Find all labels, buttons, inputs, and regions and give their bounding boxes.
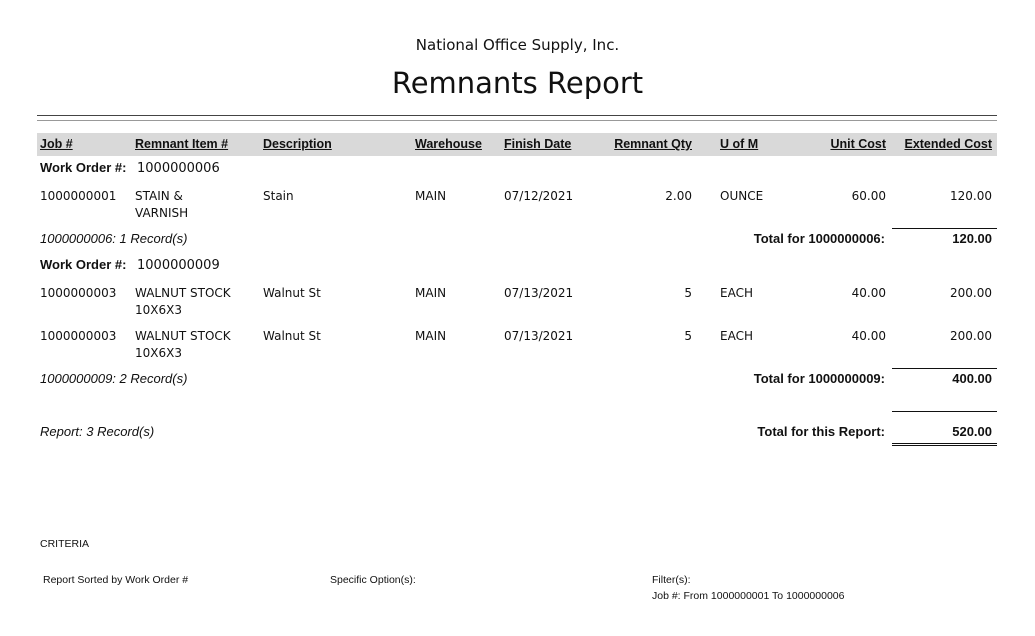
group-total-label: Total for 1000000006:	[753, 231, 885, 246]
work-order-number: 1000000006	[137, 161, 220, 176]
remnant-item-line-1: WALNUT STOCK	[135, 286, 231, 300]
table-cell-extended-cost: 120.00	[950, 189, 992, 203]
table-cell-description: Walnut St	[263, 329, 321, 343]
group-record-count: 1000000006: 1 Record(s)	[40, 231, 188, 246]
table-cell-unit-cost: 60.00	[851, 189, 886, 203]
table-cell-remnant-qty: 2.00	[665, 189, 692, 203]
remnant-item-line-1: STAIN &	[135, 189, 183, 203]
table-cell-finish-date: 07/12/2021	[504, 189, 574, 203]
table-cell-job: 1000000003	[40, 329, 117, 343]
work-order-label: Work Order #:	[40, 257, 127, 272]
column-header-item: Remnant Item #	[135, 137, 229, 151]
group-total-value: 400.00	[952, 371, 992, 386]
table-cell-extended-cost: 200.00	[950, 286, 992, 300]
table-cell-uom: OUNCE	[720, 189, 764, 203]
table-cell-job: 1000000001	[40, 189, 117, 203]
table-cell-remnant-qty: 5	[684, 286, 692, 300]
report-total-label: Total for this Report:	[757, 424, 885, 439]
table-cell-warehouse: MAIN	[415, 189, 447, 203]
report-total-value: 520.00	[952, 424, 992, 439]
remnant-item-line-2: VARNISH	[135, 206, 189, 220]
table-cell-unit-cost: 40.00	[851, 286, 886, 300]
column-header-job: Job #	[40, 137, 73, 151]
subtotal-line	[892, 368, 997, 369]
remnant-item-line-2: 10X6X3	[135, 346, 182, 360]
table-cell-warehouse: MAIN	[415, 286, 447, 300]
column-header-finish-date: Finish Date	[504, 137, 572, 151]
column-header-uom: U of M	[720, 137, 759, 151]
column-header-remnant-qty: Remnant Qty	[614, 137, 692, 151]
criteria-heading: CRITERIA	[40, 538, 90, 550]
report-total-double-line	[892, 445, 997, 446]
group-total-value: 120.00	[952, 231, 992, 246]
table-cell-description: Walnut St	[263, 286, 321, 300]
criteria-filter-value: Job #: From 1000000001 To 1000000006	[652, 590, 845, 602]
group-record-count: 1000000009: 2 Record(s)	[40, 371, 188, 386]
title-rule-2	[37, 120, 997, 121]
title-rule	[37, 115, 997, 116]
table-cell-description: Stain	[263, 189, 294, 203]
table-cell-uom: EACH	[720, 329, 753, 343]
column-header-extended-cost: Extended Cost	[904, 137, 992, 151]
criteria-sorted: Report Sorted by Work Order #	[43, 574, 189, 586]
report-title: Remnants Report	[391, 66, 644, 100]
criteria-options: Specific Option(s):	[330, 574, 416, 586]
work-order-label: Work Order #:	[40, 160, 127, 175]
column-header-unit-cost: Unit Cost	[830, 137, 886, 151]
table-cell-finish-date: 07/13/2021	[504, 286, 574, 300]
company-name: National Office Supply, Inc.	[415, 36, 620, 54]
criteria-filters: Filter(s):	[652, 574, 691, 586]
table-cell-remnant-qty: 5	[684, 329, 692, 343]
report-total-line	[892, 411, 997, 412]
column-header-warehouse: Warehouse	[415, 137, 482, 151]
table-cell-unit-cost: 40.00	[851, 329, 886, 343]
column-header-description: Description	[263, 137, 332, 151]
table-cell-extended-cost: 200.00	[950, 329, 992, 343]
column-header-band	[37, 133, 997, 156]
table-cell-job: 1000000003	[40, 286, 117, 300]
table-cell-finish-date: 07/13/2021	[504, 329, 574, 343]
table-cell-uom: EACH	[720, 286, 753, 300]
remnant-item-line-2: 10X6X3	[135, 303, 182, 317]
report-total-double-line	[892, 443, 997, 444]
report-record-count: Report: 3 Record(s)	[40, 424, 155, 439]
remnant-item-line-1: WALNUT STOCK	[135, 329, 231, 343]
group-total-label: Total for 1000000009:	[753, 371, 885, 386]
table-cell-warehouse: MAIN	[415, 329, 447, 343]
work-order-number: 1000000009	[137, 258, 220, 273]
subtotal-line	[892, 228, 997, 229]
